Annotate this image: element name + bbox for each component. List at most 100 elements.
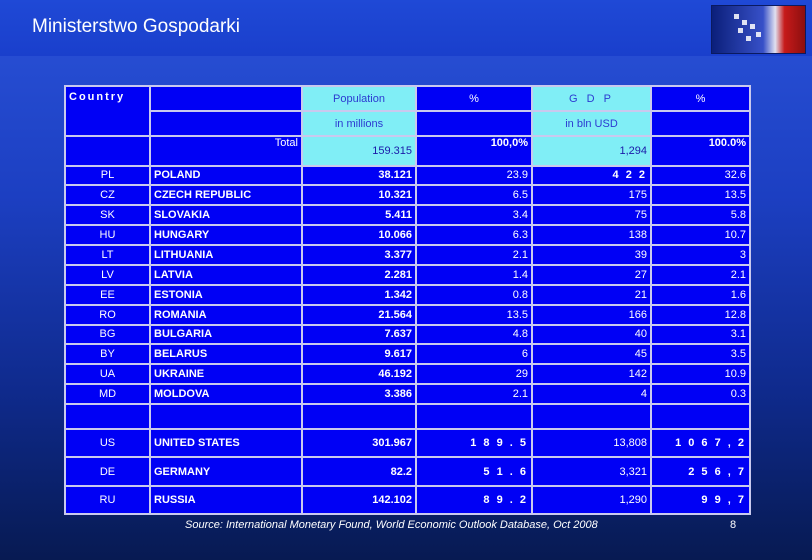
country-name: BULGARIA bbox=[149, 323, 303, 346]
population-pct: 1 8 9 . 5 bbox=[415, 428, 533, 459]
logo-square bbox=[746, 36, 751, 41]
header-population: Population bbox=[301, 84, 417, 113]
logo-square bbox=[734, 14, 739, 19]
country-name: ESTONIA bbox=[149, 283, 303, 306]
population-pct: 1.4 bbox=[415, 263, 533, 286]
population-pct: 4.8 bbox=[415, 323, 533, 346]
population-value: 301.967 bbox=[301, 428, 417, 459]
gdp-value: 4 2 2 bbox=[531, 164, 652, 187]
country-name: RUSSIA bbox=[149, 484, 303, 516]
gdp-pct: 3.5 bbox=[650, 343, 751, 366]
gdp-pct: 13.5 bbox=[650, 184, 751, 207]
table-row: HU HUNGARY 10.066 6.3 138 10.7 bbox=[64, 224, 751, 247]
population-value: 38.121 bbox=[301, 164, 417, 187]
country-code: BG bbox=[64, 323, 151, 346]
total-gdp: 1,294 bbox=[531, 135, 652, 167]
logo-square bbox=[756, 32, 761, 37]
country-code: EE bbox=[64, 283, 151, 306]
gdp-pct: 5.8 bbox=[650, 204, 751, 227]
header-blank bbox=[415, 110, 533, 138]
population-value: 46.192 bbox=[301, 363, 417, 386]
header-pct2: % bbox=[650, 84, 751, 113]
country-name: POLAND bbox=[149, 164, 303, 187]
spacer-row bbox=[64, 403, 751, 431]
population-pct: 2.1 bbox=[415, 244, 533, 266]
country-name: ROMANIA bbox=[149, 303, 303, 326]
header-blank bbox=[149, 110, 303, 138]
table-row: MD MOLDOVA 3.386 2.1 4 0.3 bbox=[64, 383, 751, 406]
gdp-value: 21 bbox=[531, 283, 652, 306]
population-value: 2.281 bbox=[301, 263, 417, 286]
gdp-value: 166 bbox=[531, 303, 652, 326]
gdp-value: 75 bbox=[531, 204, 652, 227]
population-pct: 3.4 bbox=[415, 204, 533, 227]
country-code: UA bbox=[64, 363, 151, 386]
header-blank bbox=[650, 110, 751, 138]
logo-square bbox=[742, 20, 747, 25]
country-code: CZ bbox=[64, 184, 151, 207]
gdp-pct: 2.1 bbox=[650, 263, 751, 286]
table-row: DE GERMANY 82.2 5 1 . 6 3,321 2 5 6 , 7 bbox=[64, 456, 751, 487]
country-rows: PL POLAND 38.121 23.9 4 2 2 32.6 CZ CZECH REPUB… bbox=[64, 164, 751, 406]
population-value: 21.564 bbox=[301, 303, 417, 326]
country-name: SLOVAKIA bbox=[149, 204, 303, 227]
gdp-pct: 9 9 , 7 bbox=[650, 484, 751, 516]
population-value: 82.2 bbox=[301, 456, 417, 487]
gdp-value: 40 bbox=[531, 323, 652, 346]
gdp-pct: 1.6 bbox=[650, 283, 751, 306]
population-pct: 23.9 bbox=[415, 164, 533, 187]
header-gdp: G D P bbox=[531, 84, 652, 113]
population-value: 7.637 bbox=[301, 323, 417, 346]
table-row: US UNITED STATES 301.967 1 8 9 . 5 13,808 1 0… bbox=[64, 428, 751, 459]
country-code: RU bbox=[64, 484, 151, 516]
table-row: RO ROMANIA 21.564 13.5 166 12.8 bbox=[64, 303, 751, 326]
gdp-value: 4 bbox=[531, 383, 652, 406]
population-value: 5.411 bbox=[301, 204, 417, 227]
country-name: MOLDOVA bbox=[149, 383, 303, 406]
country-code: SK bbox=[64, 204, 151, 227]
gdp-pct: 3 bbox=[650, 244, 751, 266]
population-value: 9.617 bbox=[301, 343, 417, 366]
table-row: CZ CZECH REPUBLIC 10.321 6.5 175 13.5 bbox=[64, 184, 751, 207]
country-code: BY bbox=[64, 343, 151, 366]
country-data-table: Country Population % G D P % in millions… bbox=[64, 84, 751, 516]
population-value: 3.386 bbox=[301, 383, 417, 406]
table-row: RU RUSSIA 142.102 8 9 . 2 1,290 9 9 , 7 bbox=[64, 484, 751, 516]
table-row: BY BELARUS 9.617 6 45 3.5 bbox=[64, 343, 751, 366]
country-name: GERMANY bbox=[149, 456, 303, 487]
logo-square bbox=[750, 24, 755, 29]
population-pct: 6 bbox=[415, 343, 533, 366]
total-blank bbox=[64, 135, 151, 167]
country-name: UKRAINE bbox=[149, 363, 303, 386]
ministry-logo bbox=[711, 5, 806, 54]
gdp-pct: 12.8 bbox=[650, 303, 751, 326]
population-value: 142.102 bbox=[301, 484, 417, 516]
gdp-pct: 32.6 bbox=[650, 164, 751, 187]
gdp-pct: 10.9 bbox=[650, 363, 751, 386]
header-country: Country bbox=[64, 84, 151, 138]
header-population-unit: in millions bbox=[301, 110, 417, 138]
population-pct: 2.1 bbox=[415, 383, 533, 406]
country-name: LITHUANIA bbox=[149, 244, 303, 266]
country-name: CZECH REPUBLIC bbox=[149, 184, 303, 207]
table-row: LV LATVIA 2.281 1.4 27 2.1 bbox=[64, 263, 751, 286]
table-row: SK SLOVAKIA 5.411 3.4 75 5.8 bbox=[64, 204, 751, 227]
population-pct: 8 9 . 2 bbox=[415, 484, 533, 516]
gdp-pct: 0.3 bbox=[650, 383, 751, 406]
gdp-value: 1,290 bbox=[531, 484, 652, 516]
gdp-pct: 2 5 6 , 7 bbox=[650, 456, 751, 487]
population-value: 10.321 bbox=[301, 184, 417, 207]
extra-country-rows: US UNITED STATES 301.967 1 8 9 . 5 13,808 1 0… bbox=[64, 428, 751, 516]
gdp-pct: 3.1 bbox=[650, 323, 751, 346]
gdp-value: 175 bbox=[531, 184, 652, 207]
gdp-pct: 10.7 bbox=[650, 224, 751, 247]
slide-header: Ministerstwo Gospodarki bbox=[0, 0, 812, 56]
population-value: 10.066 bbox=[301, 224, 417, 247]
population-pct: 13.5 bbox=[415, 303, 533, 326]
country-code: US bbox=[64, 428, 151, 459]
country-code: LV bbox=[64, 263, 151, 286]
header-pct1: % bbox=[415, 84, 533, 113]
country-code: MD bbox=[64, 383, 151, 406]
slide-title: Ministerstwo Gospodarki bbox=[32, 16, 241, 37]
population-value: 1.342 bbox=[301, 283, 417, 306]
